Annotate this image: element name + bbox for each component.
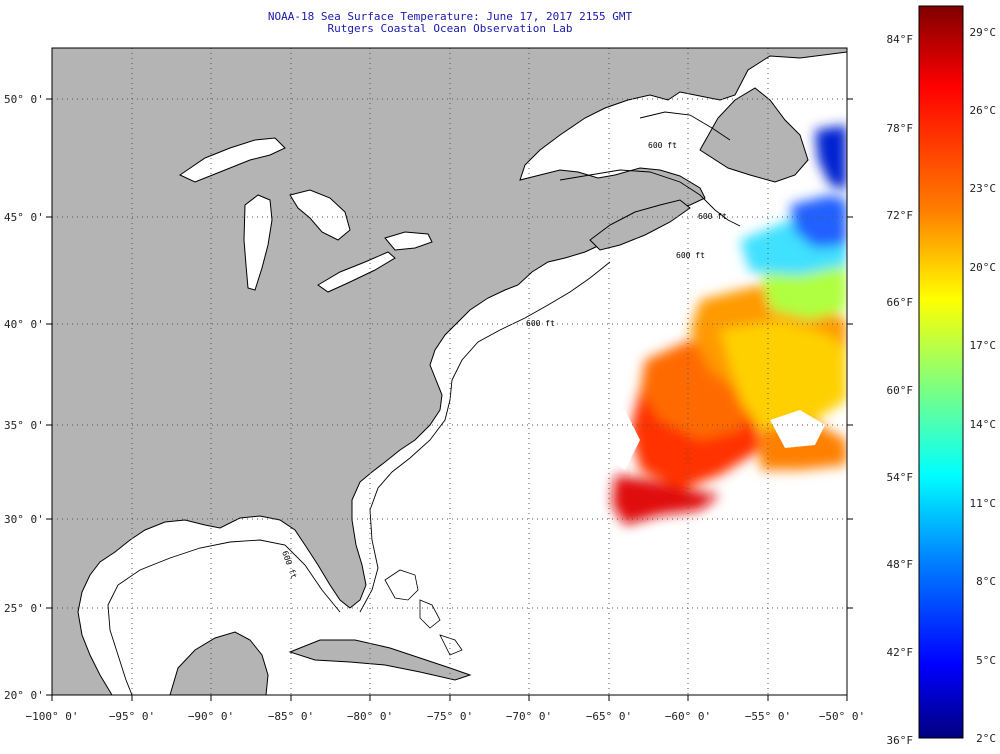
colorbar-c-label: 14°C [970,418,997,431]
colorbar-f-label: 48°F [887,558,914,571]
x-tick-label: −85° 0' [268,710,314,723]
x-tick-label: −60° 0' [665,710,711,723]
x-tick-label: −80° 0' [347,710,393,723]
x-tick-label: −50° 0' [819,710,865,723]
colorbar-f-label: 42°F [887,646,914,659]
y-tick-label: 30° 0' [4,513,44,526]
land-newfoundland [699,87,809,183]
y-tick-label: 50° 0' [4,93,44,106]
colorbar-c-label: 8°C [976,575,996,588]
colorbar-celsius-labels: 29°C 26°C 23°C 20°C 17°C 14°C 11°C 8°C 5… [970,26,997,745]
colorbar-f-label: 54°F [887,471,914,484]
colorbar-c-label: 29°C [970,26,997,39]
lake-superior [178,137,286,183]
colorbar-f-label: 84°F [887,33,914,46]
x-tick-labels: −100° 0' −95° 0' −90° 0' −85° 0' −80° 0'… [26,710,866,723]
isobath-600ft [107,261,611,695]
y-tick-label: 20° 0' [4,689,44,702]
lake-erie [317,251,396,293]
isobath-label: 600 ft [648,141,677,150]
map-title: NOAA-18 Sea Surface Temperature: June 17… [267,10,633,23]
isobath-label: 600 ft [698,212,727,221]
colorbar-f-label: 36°F [887,734,914,747]
colorbar-c-label: 23°C [970,182,997,195]
colorbar-c-label: 11°C [970,497,997,510]
land-cuba [288,639,472,681]
lake-michigan [243,194,273,291]
x-tick-label: −90° 0' [188,710,234,723]
colorbar-c-label: 26°C [970,104,997,117]
colorbar-f-label: 60°F [887,384,914,397]
lake-ontario [384,231,433,251]
colorbar [918,5,964,739]
x-tick-label: −95° 0' [109,710,155,723]
y-tick-labels: 50° 0' 45° 0' 40° 0' 35° 0' 30° 0' 25° 0… [4,93,44,702]
colorbar-f-label: 66°F [887,296,914,309]
colorbar-f-label: 78°F [887,122,914,135]
land-yucatan [169,631,269,695]
y-tick-label: 40° 0' [4,318,44,331]
colorbar-f-label: 72°F [887,209,914,222]
x-tick-label: −65° 0' [586,710,632,723]
colorbar-c-label: 20°C [970,261,997,274]
y-tick-label: 45° 0' [4,211,44,224]
isobath-gulf-stlawrence [559,111,741,227]
colorbar-c-label: 2°C [976,732,996,745]
map-subtitle: Rutgers Coastal Ocean Observation Lab [327,22,573,35]
lake-huron [289,189,351,241]
x-tick-label: −70° 0' [506,710,552,723]
colorbar-c-label: 5°C [976,654,996,667]
x-tick-label: −75° 0' [427,710,473,723]
x-tick-label: −55° 0' [745,710,791,723]
isobath-label: 600 ft [676,251,705,260]
colorbar-fahrenheit-labels: 84°F 78°F 72°F 66°F 60°F 54°F 48°F 42°F … [887,33,914,747]
axis-ticks [46,98,853,701]
land-nova-scotia [589,199,691,251]
x-tick-label: −100° 0' [26,710,79,723]
y-tick-label: 35° 0' [4,419,44,432]
sst-data-patch [600,125,847,525]
colorbar-c-label: 17°C [970,339,997,352]
y-tick-label: 25° 0' [4,602,44,615]
isobath-label: 600 ft [526,319,555,328]
